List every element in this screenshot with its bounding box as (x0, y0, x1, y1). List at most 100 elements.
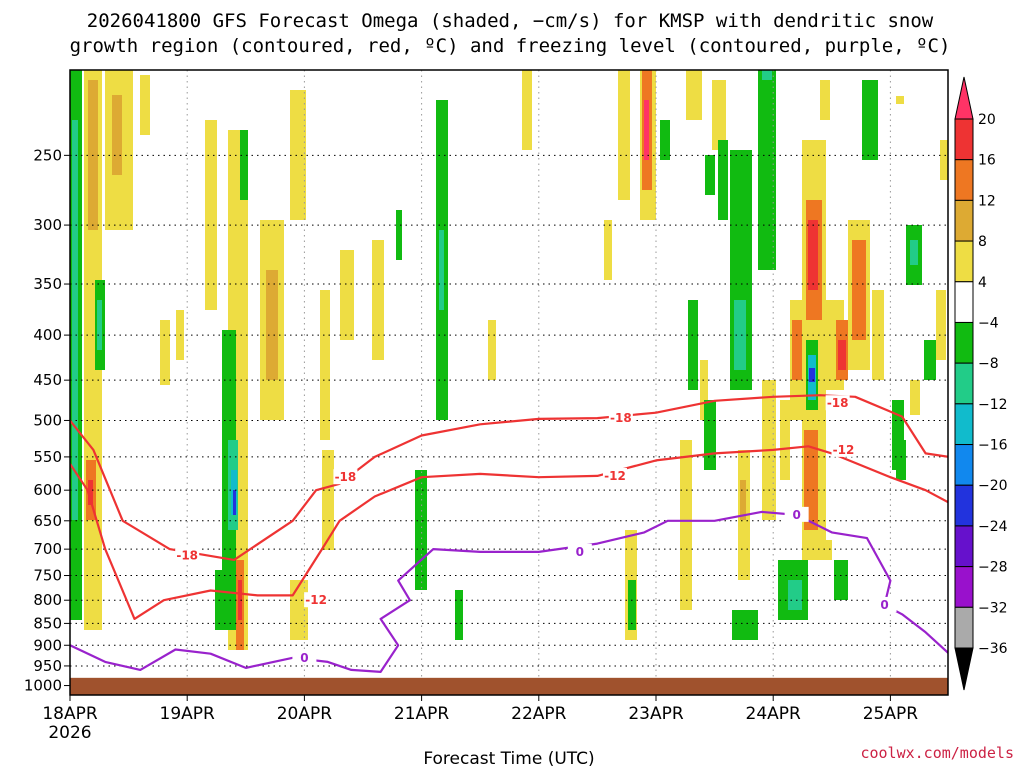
shade-cell (233, 490, 236, 515)
shade-cell (732, 610, 758, 640)
colorbar-label: −4 (978, 315, 999, 331)
shade-cell (415, 470, 427, 590)
shade-cell (72, 120, 78, 520)
colorbar-swatch (954, 281, 974, 323)
shade-cell (215, 570, 227, 630)
shade-cell (97, 300, 102, 350)
colorbar-label: −16 (978, 438, 1008, 454)
shade-cell (396, 210, 402, 260)
contour-label-bg (304, 592, 329, 608)
shade-cell (838, 340, 846, 370)
colorbar-label: 4 (978, 275, 987, 291)
shade-cell (688, 300, 698, 390)
shade-cell (852, 240, 866, 340)
contour-label: 0 (880, 598, 888, 612)
colorbar-label: −20 (978, 478, 1008, 494)
colorbar-label: −8 (978, 356, 999, 372)
shade-cell (788, 580, 802, 610)
shade-cell (936, 290, 946, 360)
colorbar-swatch (954, 199, 974, 242)
contour-label: -18 (827, 396, 849, 410)
shade-cell (808, 220, 818, 290)
contour-label: 0 (792, 508, 800, 522)
shade-cell (809, 368, 815, 382)
shade-cell (705, 155, 715, 195)
shade-cell (340, 250, 354, 340)
contour-label-bg (175, 547, 200, 563)
contour-dendritic-bottom (70, 445, 948, 621)
shade-cell (910, 380, 920, 415)
contour-label-bg (872, 596, 897, 612)
contour-label-bg (784, 506, 809, 522)
temperature-contours: -18 -18 -18 -18 -12 -12 -12 0 0 0 0 (70, 394, 948, 674)
x-tick-label: 20APR (277, 704, 333, 724)
shade-cell (660, 120, 670, 160)
shade-cell (700, 360, 708, 420)
shade-cell (686, 70, 702, 120)
colorbar-label: 16 (978, 153, 996, 169)
y-tick-label: 250 (33, 146, 62, 164)
shade-cell (205, 120, 217, 310)
shade-cell (320, 290, 330, 440)
shade-cell (290, 90, 306, 220)
x-tick-label: 25APR (863, 704, 919, 724)
colorbar-label: −32 (978, 600, 1008, 616)
colorbar-swatch (954, 321, 974, 364)
y-tick-label: 700 (33, 540, 62, 558)
shade-cell (910, 240, 918, 265)
shade-cell (140, 75, 150, 135)
y-tick-label: 550 (33, 448, 62, 466)
shade-cell (372, 240, 384, 360)
shade-cell (740, 480, 746, 520)
colorbar-label: −24 (978, 519, 1008, 535)
y-tick-label: 500 (33, 411, 62, 429)
shade-cell (834, 560, 848, 600)
colorbar-bottom-arrow (954, 647, 974, 691)
shade-cell (820, 540, 832, 560)
y-tick-label: 300 (33, 216, 62, 234)
contour-label-bg (602, 467, 627, 483)
shade-cell (896, 96, 904, 104)
shade-cell (290, 580, 308, 640)
contour-label-bg (831, 441, 856, 457)
contour-label-bg (825, 395, 850, 411)
colorbar-swatch (954, 159, 974, 201)
shade-cell (820, 80, 830, 120)
shade-cell (718, 140, 728, 220)
y-tick-label: 650 (33, 512, 62, 530)
shade-cell (896, 440, 906, 480)
shade-cell (488, 320, 496, 380)
contour-label: -18 (176, 549, 198, 563)
shade-cell (322, 450, 334, 550)
shade-cell (680, 440, 692, 610)
colorbar-swatch (954, 403, 974, 446)
plot-frame (69, 69, 949, 696)
contour-label: 0 (300, 651, 308, 665)
y-tick-label: 800 (33, 591, 62, 609)
y-tick-label: 400 (33, 326, 62, 344)
credit-text: coolwx.com/models (860, 744, 1014, 762)
x-tick-label: 24APR (746, 704, 802, 724)
contour-label: 0 (576, 545, 584, 559)
x-tick-label: 19APR (160, 704, 216, 724)
colorbar: 20 16 12 8 4 −4 −8 −12 −16 −20 −24 −28 −32 −36 (954, 76, 1008, 691)
colorbar-label: −28 (978, 560, 1008, 576)
shade-cell (940, 140, 948, 180)
colorbar-swatch (954, 525, 974, 568)
shade-cell (266, 270, 278, 380)
chart-title-line2: growth region (contoured, red, ºC) and f… (70, 35, 951, 57)
contour-freezing-level (70, 510, 948, 674)
shade-cell (604, 220, 612, 280)
contour-label-bg (608, 410, 633, 426)
colorbar-swatch (954, 240, 974, 283)
shade-cell (160, 320, 170, 385)
shade-cell (88, 480, 93, 505)
x-start-year: 2026 (48, 723, 91, 743)
colorbar-label: −36 (978, 641, 1008, 657)
y-tick-label: 900 (33, 636, 62, 654)
shade-cell (455, 590, 463, 640)
y-axis-ticks: 250 300 350 400 450 500 550 600 650 700 750 800 850 9… (24, 146, 70, 695)
shade-cell (618, 70, 630, 200)
shade-cell (704, 400, 716, 470)
